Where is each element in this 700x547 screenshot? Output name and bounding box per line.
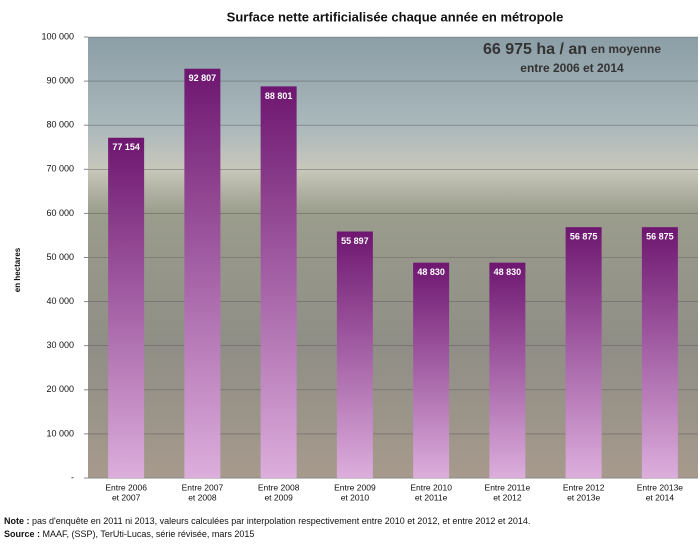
bar [489, 262, 526, 478]
y-tick-label: 30 000 [46, 340, 74, 350]
y-tick-label: 70 000 [46, 164, 74, 174]
note-label: Note : [4, 516, 30, 526]
x-tick-label: et 2010 [341, 492, 370, 502]
chart-title: Surface nette artificialisée chaque anné… [227, 9, 564, 24]
y-tick-label: 50 000 [46, 252, 74, 262]
x-tick-label: Entre 2008 [258, 482, 300, 492]
bar [184, 68, 221, 478]
source-text: MAAF, (SSP), TerUti-Lucas, série révisée… [40, 529, 254, 539]
x-tick-label: et 2008 [188, 492, 217, 502]
value-label: 56 875 [570, 232, 598, 242]
x-tick-label: Entre 2010 [410, 482, 452, 492]
annotation-line: en moyenne [591, 42, 661, 56]
x-tick-label: Entre 2013e [637, 482, 684, 492]
x-tick-label: Entre 2007 [182, 482, 224, 492]
source: Source : MAAF, (SSP), TerUti-Lucas, séri… [4, 529, 254, 539]
x-tick-label: et 2012 [493, 492, 522, 502]
bar [108, 137, 145, 478]
x-tick-label: et 2009 [264, 492, 293, 502]
x-tick-label: Entre 2006 [105, 482, 147, 492]
value-label: 48 830 [494, 267, 522, 277]
bar [413, 262, 450, 478]
bar [336, 231, 373, 478]
value-label: 48 830 [417, 267, 445, 277]
bar [565, 227, 602, 478]
annotation-highlight: 66 975 ha / an [483, 41, 587, 58]
source-label: Source : [4, 529, 40, 539]
y-tick-label: 100 000 [41, 31, 74, 41]
value-label: 88 801 [265, 91, 293, 101]
bar [260, 86, 297, 479]
x-tick-label: et 2007 [112, 492, 141, 502]
y-tick-label: 40 000 [46, 296, 74, 306]
y-tick-label: 80 000 [46, 120, 74, 130]
value-label: 56 875 [646, 232, 674, 242]
y-tick-label: 60 000 [46, 208, 74, 218]
x-tick-label: Entre 2011e [485, 482, 531, 492]
value-label: 77 154 [112, 142, 140, 152]
value-label: 55 897 [341, 236, 369, 246]
y-axis-title: en hectares [13, 247, 22, 292]
value-label: 92 807 [189, 73, 217, 83]
x-tick-label: et 2013e [567, 492, 600, 502]
note: Note : pas d'enquête en 2011 ni 2013, va… [4, 516, 530, 526]
note-text: pas d'enquête en 2011 ni 2013, valeurs c… [30, 516, 531, 526]
annotation: 66 975 ha / an en moyenne [483, 41, 661, 58]
bar [641, 227, 678, 478]
y-tick-label: 10 000 [46, 428, 74, 438]
y-tick-label: - [71, 472, 74, 482]
x-tick-label: et 2011e [415, 492, 448, 502]
x-tick-label: Entre 2009 [334, 482, 376, 492]
x-tick-label: et 2014 [646, 492, 675, 502]
y-tick-label: 90 000 [46, 75, 74, 85]
x-tick-label: Entre 2012 [563, 482, 605, 492]
annotation-line: entre 2006 et 2014 [520, 61, 624, 75]
y-tick-label: 20 000 [46, 384, 74, 394]
